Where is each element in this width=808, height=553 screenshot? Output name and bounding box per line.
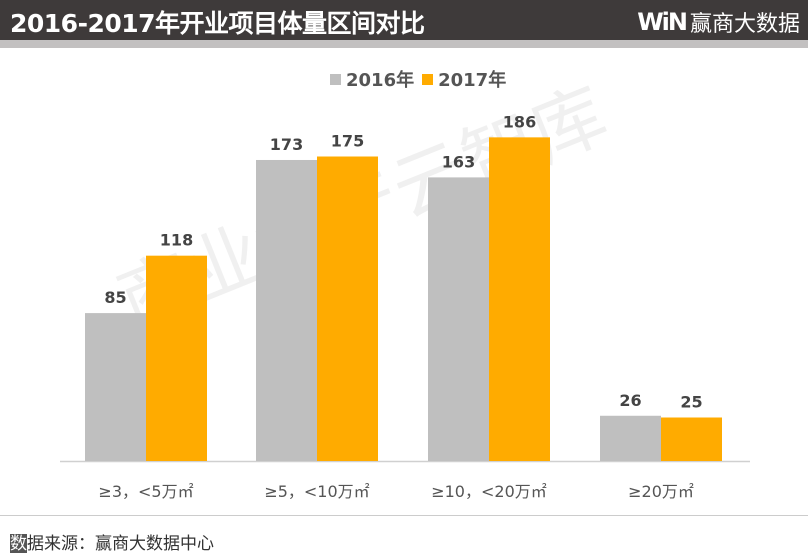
bar — [489, 137, 550, 462]
logo-text: 赢商大数据 — [689, 12, 800, 37]
data-label: 118 — [160, 231, 193, 250]
footer-divider — [0, 515, 808, 516]
data-label: 186 — [503, 112, 536, 131]
x-tick-label: ≥20万㎡ — [628, 482, 694, 501]
x-tick-label: ≥10，<20万㎡ — [431, 482, 547, 501]
data-label: 85 — [104, 288, 126, 307]
bar — [317, 156, 378, 461]
bar — [85, 313, 146, 461]
source-first-char: 数 — [10, 534, 27, 553]
data-label: 25 — [680, 393, 702, 412]
legend-label: 2016年 — [346, 70, 415, 91]
bar — [661, 417, 722, 461]
source-text: 据来源：赢商大数据中心 — [27, 534, 214, 553]
legend-swatch — [422, 73, 434, 85]
data-label: 26 — [619, 391, 641, 410]
data-label: 175 — [331, 132, 364, 151]
x-tick-label: ≥5，<10万㎡ — [264, 482, 369, 501]
data-label: 173 — [270, 135, 303, 154]
logo: WiN 赢商大数据 — [637, 6, 800, 38]
logo-mark: WiN — [637, 8, 688, 36]
bar — [146, 255, 207, 461]
source-note: 数据来源：赢商大数据中心 — [10, 529, 214, 553]
bar — [256, 159, 317, 462]
legend-item-2016: 2016年 — [330, 66, 414, 92]
chart-title: 2016-2017年开业项目体量区间对比 — [10, 9, 425, 38]
x-tick-label: ≥3，<5万㎡ — [98, 482, 193, 501]
bar — [600, 415, 661, 461]
title-bar: 2016-2017年开业项目体量区间对比 WiN 赢商大数据 — [0, 0, 808, 40]
bar — [428, 177, 489, 461]
legend-swatch — [330, 73, 341, 85]
title-underline — [0, 40, 808, 48]
legend-item-2017: 2017年 — [422, 66, 506, 92]
data-label: 163 — [442, 152, 475, 171]
legend-label: 2017年 — [438, 70, 507, 91]
legend: 2016年 2017年 — [330, 66, 514, 92]
